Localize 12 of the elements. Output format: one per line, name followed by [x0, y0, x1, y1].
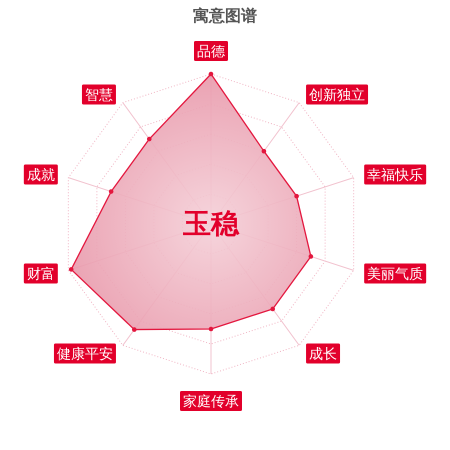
spoke-label: 家庭传承 — [183, 394, 239, 410]
spoke-label: 创新独立 — [309, 88, 366, 104]
chart-title: 寓意图谱 — [193, 6, 257, 25]
spoke-label: 健康平安 — [56, 346, 113, 362]
text: 玉稳 — [182, 207, 240, 240]
spoke-label: 智慧 — [84, 88, 113, 104]
spoke-label: 美丽气质 — [367, 266, 424, 282]
spoke-label: 成长 — [309, 346, 338, 362]
spoke-label: 成就 — [26, 168, 55, 184]
spoke-label: 财富 — [26, 266, 55, 282]
spoke-label: 幸福快乐 — [367, 168, 424, 184]
spoke-label: 品德 — [197, 44, 225, 60]
